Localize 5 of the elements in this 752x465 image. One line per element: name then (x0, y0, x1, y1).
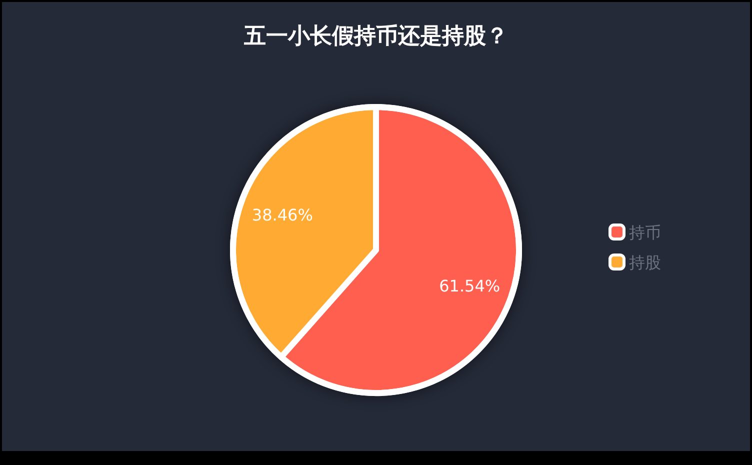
data-label: 61.54% (439, 276, 500, 296)
data-label: 38.46% (252, 206, 313, 224)
legend-label: 持币 (629, 223, 661, 242)
chart-title: 五一小长假持币还是持股？ (243, 24, 508, 49)
legend-label: 持股 (629, 253, 661, 272)
